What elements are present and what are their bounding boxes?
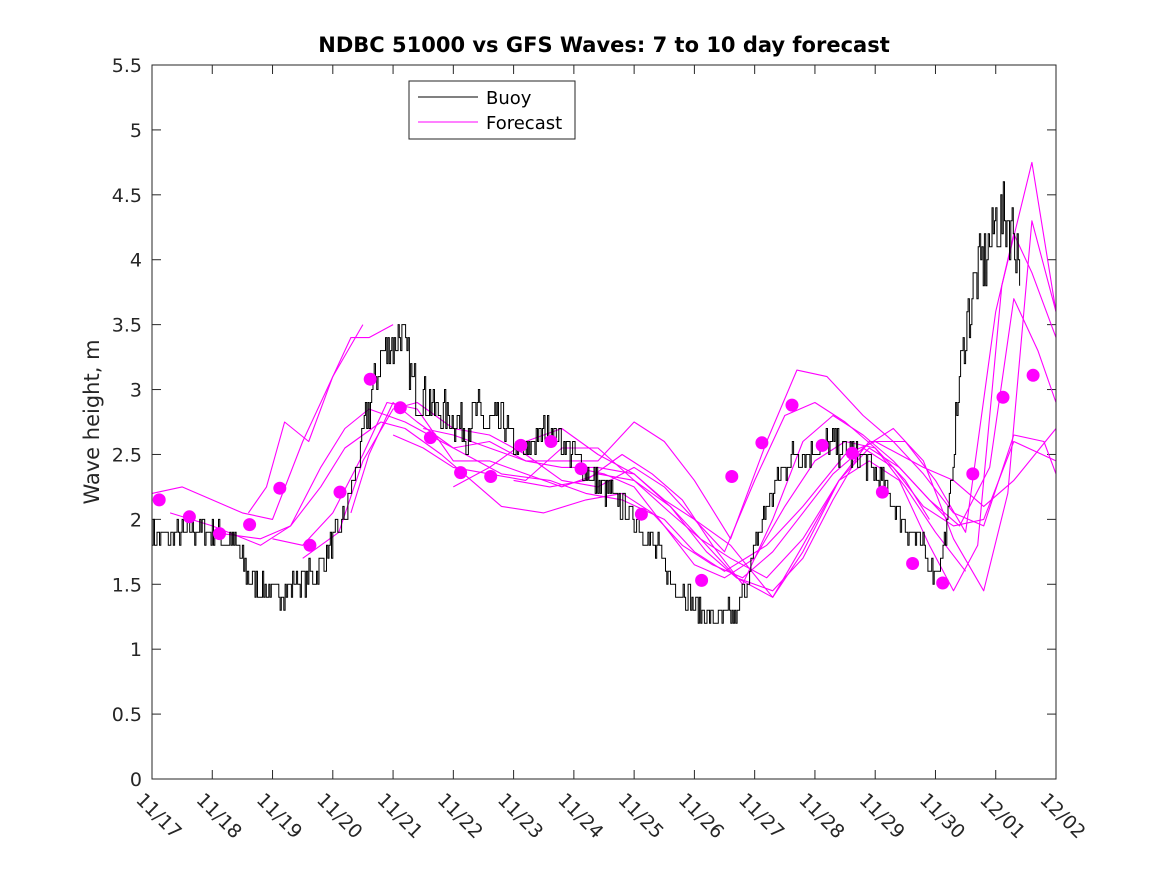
forecast-marker bbox=[785, 398, 799, 412]
y-tick-label: 2 bbox=[130, 509, 142, 531]
y-tick-label: 4.5 bbox=[112, 185, 142, 207]
forecast-marker bbox=[152, 493, 166, 507]
y-tick-label: 2.5 bbox=[112, 444, 142, 466]
y-tick-label: 3 bbox=[130, 380, 142, 402]
forecast-marker bbox=[514, 438, 528, 452]
buoy-line bbox=[152, 181, 1021, 624]
forecast-marker bbox=[755, 436, 769, 450]
forecast-markers bbox=[152, 368, 1040, 590]
legend-buoy-label: Buoy bbox=[486, 88, 532, 109]
forecast-marker bbox=[936, 576, 950, 590]
forecast-marker bbox=[845, 446, 859, 460]
forecast-line bbox=[350, 220, 1057, 592]
forecast-marker bbox=[634, 507, 648, 521]
data-series bbox=[151, 161, 1057, 624]
forecast-marker bbox=[333, 485, 347, 499]
forecast-marker bbox=[725, 470, 739, 483]
y-tick-label: 0 bbox=[130, 769, 142, 791]
y-tick-label: 5.5 bbox=[112, 55, 142, 77]
legend-forecast-label: Forecast bbox=[486, 113, 562, 134]
buoy-series-group bbox=[152, 181, 1021, 624]
forecast-line bbox=[392, 161, 1057, 598]
forecast-marker bbox=[273, 481, 287, 495]
forecast-line bbox=[573, 440, 930, 579]
legend: Buoy Forecast bbox=[408, 80, 576, 140]
forecast-marker bbox=[966, 467, 980, 481]
forecast-line bbox=[453, 401, 967, 572]
y-tick-label: 1.5 bbox=[112, 574, 142, 596]
forecast-marker bbox=[544, 435, 558, 448]
forecast-marker bbox=[243, 518, 257, 532]
y-tick-label: 3.5 bbox=[112, 315, 142, 337]
forecast-marker bbox=[423, 431, 437, 445]
forecast-marker bbox=[454, 466, 468, 480]
forecast-marker bbox=[815, 438, 829, 452]
forecast-marker bbox=[1026, 368, 1040, 382]
plot-area bbox=[152, 65, 1056, 779]
y-tick-label: 5 bbox=[130, 120, 142, 142]
forecast-marker bbox=[213, 527, 226, 541]
forecast-line bbox=[169, 408, 1057, 572]
forecast-marker bbox=[484, 470, 498, 483]
forecast-marker bbox=[906, 557, 920, 570]
forecast-marker bbox=[695, 573, 709, 587]
forecast-marker bbox=[363, 372, 377, 386]
forecast-series-group bbox=[151, 161, 1057, 598]
y-tick-label: 0.5 bbox=[112, 704, 142, 726]
forecast-line bbox=[151, 324, 364, 520]
forecast-line bbox=[247, 324, 394, 514]
forecast-marker bbox=[996, 390, 1010, 404]
forecast-marker bbox=[303, 538, 317, 552]
y-axis-title: Wave height, m bbox=[80, 339, 104, 504]
forecast-marker bbox=[875, 485, 889, 499]
forecast-marker bbox=[574, 462, 588, 476]
chart-title: NDBC 51000 vs GFS Waves: 7 to 10 day for… bbox=[318, 33, 889, 57]
forecast-marker bbox=[393, 401, 407, 415]
legend-box bbox=[408, 80, 576, 140]
plot-frame bbox=[151, 64, 1057, 780]
y-tick-label: 4 bbox=[130, 250, 142, 272]
forecast-marker bbox=[182, 510, 196, 524]
y-tick-label: 1 bbox=[130, 639, 142, 661]
